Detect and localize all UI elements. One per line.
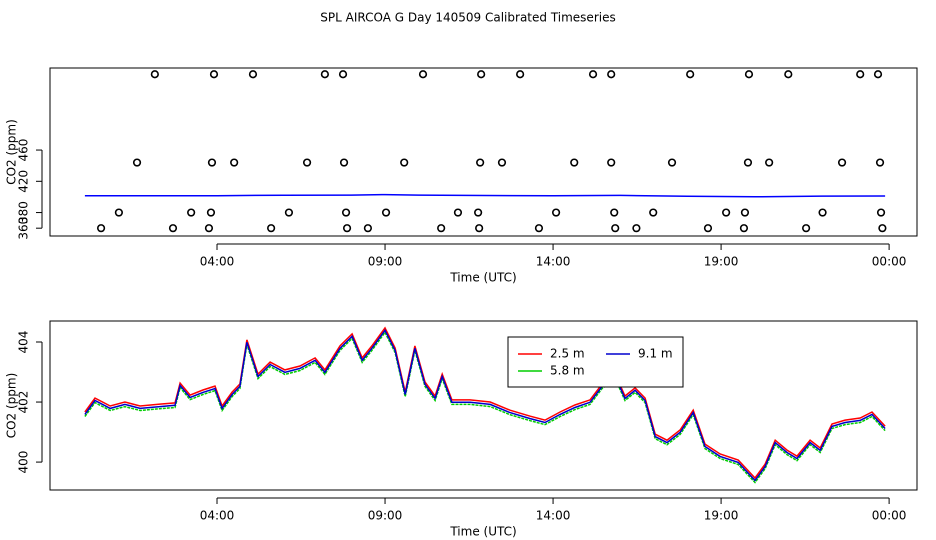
data-point bbox=[686, 70, 695, 79]
series-line bbox=[84, 326, 886, 480]
data-point bbox=[607, 158, 616, 167]
x-tick-label: 04:00 bbox=[200, 509, 235, 523]
x-tick-label: 19:00 bbox=[704, 255, 739, 269]
data-point bbox=[475, 224, 484, 233]
data-point bbox=[722, 208, 731, 217]
data-point bbox=[302, 158, 312, 167]
x-tick-label: 00:00 bbox=[872, 255, 907, 269]
data-point bbox=[611, 224, 620, 233]
series-line bbox=[84, 193, 886, 198]
data-point bbox=[818, 208, 827, 217]
data-point bbox=[437, 224, 446, 233]
y-tick-label: 402 bbox=[17, 391, 31, 414]
data-point bbox=[551, 208, 561, 217]
y-tick-label: 400 bbox=[17, 451, 31, 474]
data-point bbox=[320, 70, 329, 79]
data-point bbox=[248, 70, 258, 79]
data-point bbox=[632, 224, 641, 233]
legend-box bbox=[507, 336, 684, 388]
y-tick-label: 360 bbox=[17, 217, 31, 240]
data-point bbox=[284, 208, 294, 217]
data-point bbox=[168, 224, 178, 233]
data-point bbox=[856, 70, 865, 79]
data-point bbox=[187, 208, 196, 217]
x-tick-label: 09:00 bbox=[368, 255, 403, 269]
x-tick-label: 19:00 bbox=[704, 509, 739, 523]
data-point bbox=[497, 158, 507, 167]
data-point bbox=[784, 70, 793, 79]
data-point bbox=[381, 208, 391, 217]
data-point bbox=[649, 208, 658, 217]
data-point bbox=[96, 224, 106, 233]
y-tick-label: 380 bbox=[17, 201, 31, 224]
legend-label: 2.5 m bbox=[550, 347, 585, 361]
data-point bbox=[802, 224, 811, 233]
data-point bbox=[739, 224, 749, 233]
y-axis-label: CO2 (ppm) bbox=[5, 373, 19, 439]
data-point bbox=[667, 158, 677, 167]
data-point bbox=[476, 158, 485, 167]
x-axis-label: Time (UTC) bbox=[449, 525, 516, 539]
data-point bbox=[873, 70, 883, 79]
data-point bbox=[207, 158, 217, 167]
data-point bbox=[400, 158, 409, 167]
x-tick-label: 14:00 bbox=[536, 255, 571, 269]
x-tick-label: 09:00 bbox=[368, 509, 403, 523]
plot-frame bbox=[49, 320, 918, 491]
data-point bbox=[477, 70, 486, 79]
data-point bbox=[570, 158, 579, 167]
x-tick-label: 14:00 bbox=[536, 509, 571, 523]
data-point bbox=[607, 70, 616, 79]
y-tick-label: 420 bbox=[17, 170, 31, 193]
y-axis-label: CO2 (ppm) bbox=[5, 119, 19, 185]
data-point bbox=[150, 70, 159, 79]
data-point bbox=[339, 158, 349, 167]
x-tick-label: 00:00 bbox=[872, 509, 907, 523]
y-tick-label: 460 bbox=[17, 139, 31, 162]
data-point bbox=[516, 70, 525, 79]
data-point bbox=[876, 208, 886, 217]
data-point bbox=[341, 208, 351, 217]
y-tick-label: 404 bbox=[17, 331, 31, 354]
data-point bbox=[534, 224, 544, 233]
data-point bbox=[740, 208, 750, 217]
data-point bbox=[206, 208, 216, 217]
data-point bbox=[765, 158, 774, 167]
data-point bbox=[875, 158, 885, 167]
series-line bbox=[84, 328, 886, 482]
x-tick-label: 04:00 bbox=[200, 255, 235, 269]
data-point bbox=[114, 208, 123, 217]
data-point bbox=[209, 70, 219, 79]
x-axis-label: Time (UTC) bbox=[449, 271, 516, 285]
data-point bbox=[338, 70, 348, 79]
plot-frame bbox=[49, 67, 918, 237]
legend-label: 5.8 m bbox=[550, 364, 585, 378]
data-point bbox=[878, 224, 887, 233]
data-point bbox=[267, 224, 276, 233]
legend-label: 9.1 m bbox=[638, 347, 673, 361]
data-point bbox=[453, 208, 463, 217]
data-point bbox=[418, 70, 428, 79]
data-point bbox=[230, 158, 239, 167]
data-point bbox=[743, 158, 753, 167]
data-point bbox=[703, 224, 713, 233]
data-point bbox=[342, 224, 352, 233]
chart-title: SPL AIRCOA G Day 140509 Calibrated Times… bbox=[320, 11, 615, 25]
data-point bbox=[363, 224, 373, 233]
data-point bbox=[474, 208, 483, 217]
data-point bbox=[837, 158, 847, 167]
data-point bbox=[744, 70, 754, 79]
data-point bbox=[204, 224, 214, 233]
data-point bbox=[132, 158, 142, 167]
data-point bbox=[610, 208, 619, 217]
data-point bbox=[588, 70, 598, 79]
